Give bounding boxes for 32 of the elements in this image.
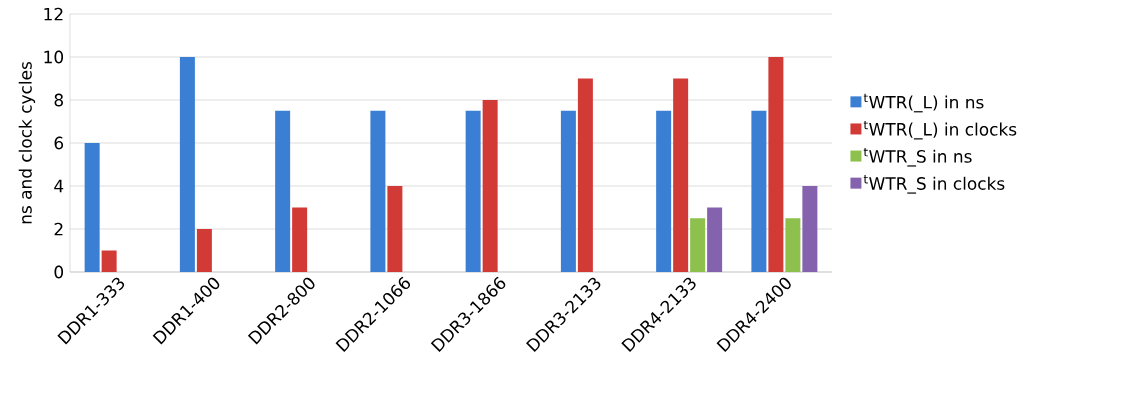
bar [387,186,403,272]
bar [482,100,498,272]
bar [560,110,576,272]
y-axis-title: ns and clock cycles [18,61,36,224]
bar [196,229,212,272]
bar [292,207,308,272]
y-tick-label: 4 [54,179,64,193]
legend-label: $^{t}$WTR(_L) in clocks [863,120,1017,140]
legend-label: $^{t}$WTR_S in ns [863,147,972,167]
bar [785,218,801,272]
bar [707,207,723,272]
bar [690,218,706,272]
y-tick-label: 6 [54,136,64,150]
bar [751,110,767,272]
y-tick-label: 8 [54,93,64,107]
legend-label: $^{t}$WTR(_L) in ns [863,93,984,113]
y-tick-label: 12 [44,7,63,21]
bar [370,110,386,272]
bar [179,57,195,272]
bar [673,78,689,272]
y-tick-label: 2 [54,222,63,236]
y-tick-label: 10 [44,50,64,64]
legend-label: $^{t}$WTR_S in clocks [863,175,1005,194]
bar [101,250,117,272]
y-tick-label: 0 [54,265,64,279]
bar [84,143,100,272]
bar [656,110,672,272]
bar [577,78,593,272]
bar [465,110,481,272]
bar [768,57,784,272]
bar [275,110,291,272]
bar [802,186,818,272]
